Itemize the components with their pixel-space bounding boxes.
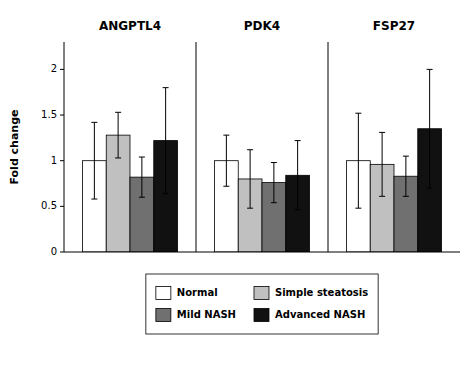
y-tick <box>60 69 64 70</box>
error-bar <box>223 135 229 186</box>
error-bar <box>139 157 145 197</box>
y-tick <box>60 206 64 207</box>
error-bar <box>163 88 169 194</box>
legend-label: Normal <box>177 287 218 298</box>
y-tick-label: 0.5 <box>41 200 57 211</box>
chart: 0 0.5 1 1.5 2 Fold change ANGPTL4 PDK4 FSP27 Norm… <box>0 0 474 371</box>
y-tick <box>60 115 64 116</box>
error-bar <box>271 163 277 203</box>
error-bar <box>355 113 361 208</box>
group-title: ANGPTL4 <box>99 19 161 33</box>
legend-label: Advanced NASH <box>275 309 365 320</box>
y-tick-label: 0 <box>51 246 57 257</box>
group-title: FSP27 <box>373 19 415 33</box>
error-bar <box>427 69 433 188</box>
legend-frame <box>146 274 378 334</box>
legend-label: Simple steatosis <box>275 287 368 298</box>
legend-swatch <box>254 309 269 322</box>
error-bar <box>295 141 301 210</box>
y-tick-label: 1.5 <box>41 109 57 120</box>
legend-swatch <box>254 287 269 300</box>
error-bar <box>379 132 385 196</box>
group-title: PDK4 <box>244 19 280 33</box>
y-axis-label: Fold change <box>8 109 21 184</box>
error-bar <box>91 122 97 199</box>
group-divider <box>196 42 197 252</box>
legend-swatch <box>156 287 171 300</box>
error-bar <box>247 150 253 208</box>
y-tick-label: 1 <box>51 155 57 166</box>
y-tick-label: 2 <box>51 63 57 74</box>
error-bar <box>115 112 121 158</box>
error-bar <box>403 156 409 196</box>
plot-area <box>82 69 441 252</box>
background <box>0 0 474 371</box>
x-axis-line <box>64 252 460 253</box>
y-tick <box>60 252 64 253</box>
y-axis-line <box>64 42 65 252</box>
legend-label: Mild NASH <box>177 309 236 320</box>
y-tick <box>60 160 64 161</box>
legend: Normal Simple steatosis Mild NASH Advanced … <box>146 274 378 334</box>
legend-swatch <box>156 309 171 322</box>
group-divider <box>328 42 329 252</box>
